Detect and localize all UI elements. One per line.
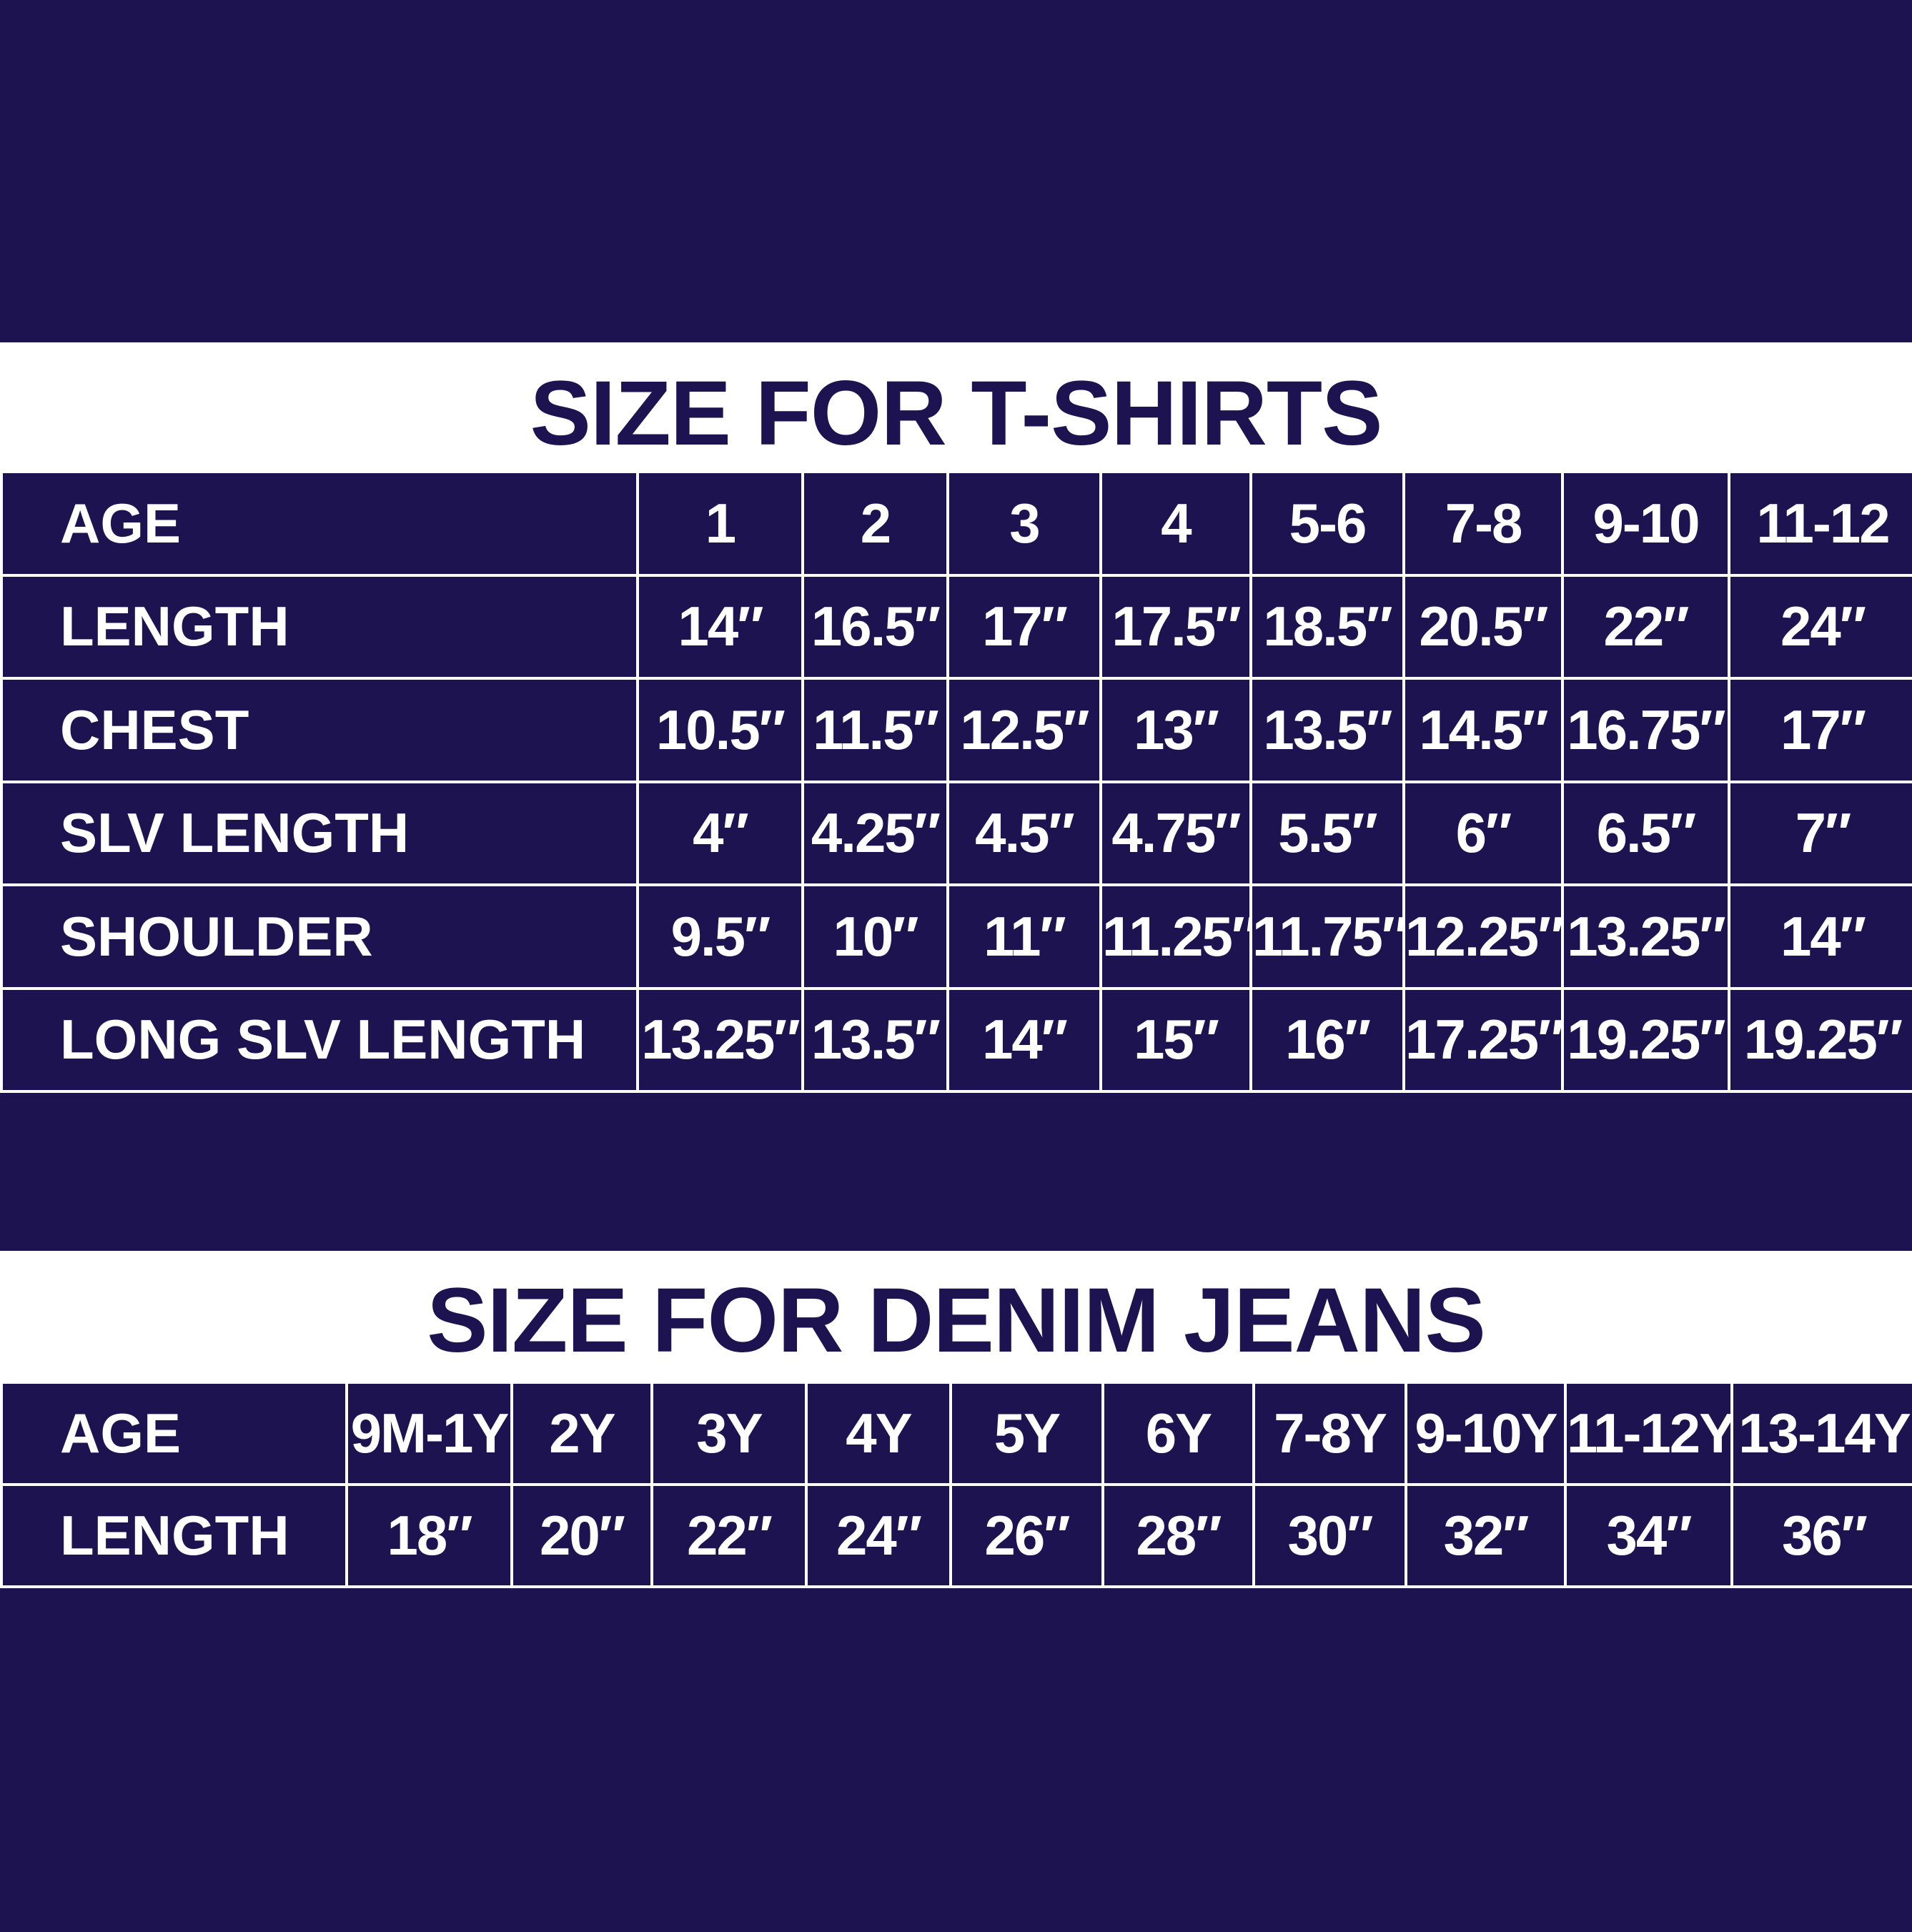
size-cell: 3Y <box>650 1381 808 1486</box>
size-cell: 9.5″ <box>636 883 804 990</box>
row-label: SLV LENGTH <box>0 780 639 886</box>
size-cell: 9-10Y <box>1405 1381 1567 1486</box>
size-cell: 5.5″ <box>1249 780 1405 886</box>
tshirt-title: SIZE FOR T-SHIRTS <box>530 362 1383 465</box>
size-cell: 11.25″ <box>1099 883 1252 990</box>
size-cell: 2Y <box>510 1381 653 1486</box>
size-cell: 4.25″ <box>801 780 949 886</box>
size-cell: 17.5″ <box>1099 573 1252 680</box>
size-cell: 9M-1Y <box>345 1381 513 1486</box>
size-cell: 32″ <box>1405 1483 1567 1588</box>
table-row: SHOULDER 9.5″ 10″ 11″ 11.25″ 11.75″ 12.25″ 13.2… <box>0 883 1912 990</box>
table-row: AGE 9M-1Y 2Y 3Y 4Y 5Y 6Y 7-8Y 9-10Y 11-12Y 13-14Y <box>0 1381 1912 1486</box>
size-cell: 17.25″ <box>1402 986 1564 1093</box>
size-cell: 6″ <box>1402 780 1564 886</box>
size-cell: 9-10 <box>1561 470 1730 577</box>
size-cell: 24″ <box>1728 573 1912 680</box>
size-cell: 3 <box>946 470 1102 577</box>
size-cell: 14″ <box>946 986 1102 1093</box>
size-cell: 22″ <box>650 1483 808 1588</box>
size-cell: 1 <box>636 470 804 577</box>
table-row: SLV LENGTH 4″ 4.25″ 4.5″ 4.75″ 5.5″ 6″ 6.5″ 7″ <box>0 780 1912 886</box>
size-cell: 20.5″ <box>1402 573 1564 680</box>
size-cell: 10″ <box>801 883 949 990</box>
size-cell: 13.25″ <box>1561 883 1730 990</box>
size-cell: 26″ <box>949 1483 1104 1588</box>
size-cell: 4.5″ <box>946 780 1102 886</box>
size-cell: 15″ <box>1099 986 1252 1093</box>
size-cell: 16.75″ <box>1561 677 1730 783</box>
size-cell: 12.5″ <box>946 677 1102 783</box>
row-label: SHOULDER <box>0 883 639 990</box>
table-row: LONG SLV LENGTH 13.25″ 13.5″ 14″ 15″ 16″ 17.25… <box>0 986 1912 1093</box>
size-cell: 17″ <box>946 573 1102 680</box>
size-cell: 4.75″ <box>1099 780 1252 886</box>
size-cell: 14″ <box>1728 883 1912 990</box>
size-cell: 6Y <box>1101 1381 1255 1486</box>
row-label: CHEST <box>0 677 639 783</box>
size-cell: 13.25″ <box>636 986 804 1093</box>
table-row: AGE 1 2 3 4 5-6 7-8 9-10 11-12 <box>0 470 1912 577</box>
size-cell: 13.5″ <box>1249 677 1405 783</box>
row-label: LENGTH <box>0 1483 348 1588</box>
size-cell: 13.5″ <box>801 986 949 1093</box>
jeans-title-band <box>0 1251 1912 1382</box>
size-cell: 24″ <box>805 1483 952 1588</box>
size-cell: 36″ <box>1730 1483 1912 1588</box>
size-cell: 4 <box>1099 470 1252 577</box>
size-cell: 10.5″ <box>636 677 804 783</box>
size-cell: 4Y <box>805 1381 952 1486</box>
size-cell: 7-8Y <box>1252 1381 1407 1486</box>
table-row: CHEST 10.5″ 11.5″ 12.5″ 13″ 13.5″ 14.5″ 16.75″ 1… <box>0 677 1912 783</box>
size-cell: 11.75″ <box>1249 883 1405 990</box>
size-cell: 14″ <box>636 573 804 680</box>
tshirt-title-band <box>0 342 1912 472</box>
size-cell: 6.5″ <box>1561 780 1730 886</box>
size-cell: 16″ <box>1249 986 1405 1093</box>
size-cell: 12.25″ <box>1402 883 1564 990</box>
size-cell: 14.5″ <box>1402 677 1564 783</box>
size-cell: 11″ <box>946 883 1102 990</box>
jeans-title: SIZE FOR DENIM JEANS <box>427 1269 1486 1372</box>
size-cell: 18.5″ <box>1249 573 1405 680</box>
size-cell: 16.5″ <box>801 573 949 680</box>
size-cell: 13″ <box>1099 677 1252 783</box>
size-cell: 11.5″ <box>801 677 949 783</box>
size-cell: 30″ <box>1252 1483 1407 1588</box>
size-cell: 7″ <box>1728 780 1912 886</box>
size-cell: 20″ <box>510 1483 653 1588</box>
row-label: LONG SLV LENGTH <box>0 986 639 1093</box>
table-row: LENGTH 18″ 20″ 22″ 24″ 26″ 28″ 30″ 32″ 34″ 36″ <box>0 1483 1912 1588</box>
size-cell: 34″ <box>1564 1483 1733 1588</box>
jeans-size-table: AGE 9M-1Y 2Y 3Y 4Y 5Y 6Y 7-8Y 9-10Y 11-12Y 13-14Y L… <box>0 1381 1912 1588</box>
size-cell: 18″ <box>345 1483 513 1588</box>
tshirt-size-table: AGE 1 2 3 4 5-6 7-8 9-10 11-12 LENGTH 14″ 16.5″ 17″ 1… <box>0 470 1912 1093</box>
size-cell: 5-6 <box>1249 470 1405 577</box>
row-label: AGE <box>0 470 639 577</box>
size-cell: 13-14Y <box>1730 1381 1912 1486</box>
table-row: LENGTH 14″ 16.5″ 17″ 17.5″ 18.5″ 20.5″ 22″ 24″ <box>0 573 1912 680</box>
row-label: AGE <box>0 1381 348 1486</box>
size-cell: 19.25″ <box>1728 986 1912 1093</box>
size-cell: 11-12 <box>1728 470 1912 577</box>
size-cell: 4″ <box>636 780 804 886</box>
size-cell: 11-12Y <box>1564 1381 1733 1486</box>
row-label: LENGTH <box>0 573 639 680</box>
size-cell: 22″ <box>1561 573 1730 680</box>
size-cell: 2 <box>801 470 949 577</box>
size-cell: 28″ <box>1101 1483 1255 1588</box>
size-cell: 5Y <box>949 1381 1104 1486</box>
size-cell: 17″ <box>1728 677 1912 783</box>
size-cell: 19.25″ <box>1561 986 1730 1093</box>
size-cell: 7-8 <box>1402 470 1564 577</box>
